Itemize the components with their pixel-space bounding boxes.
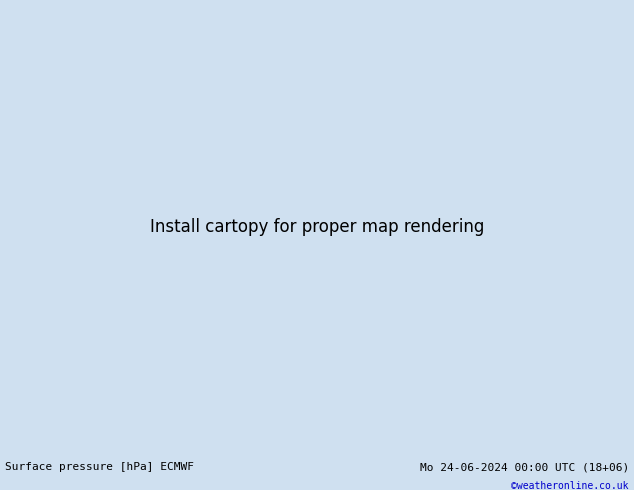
Text: Surface pressure [hPa] ECMWF: Surface pressure [hPa] ECMWF (5, 462, 194, 472)
Text: ©weatheronline.co.uk: ©weatheronline.co.uk (512, 481, 629, 490)
Text: Mo 24-06-2024 00:00 UTC (18+06): Mo 24-06-2024 00:00 UTC (18+06) (420, 462, 629, 472)
Text: Install cartopy for proper map rendering: Install cartopy for proper map rendering (150, 218, 484, 236)
